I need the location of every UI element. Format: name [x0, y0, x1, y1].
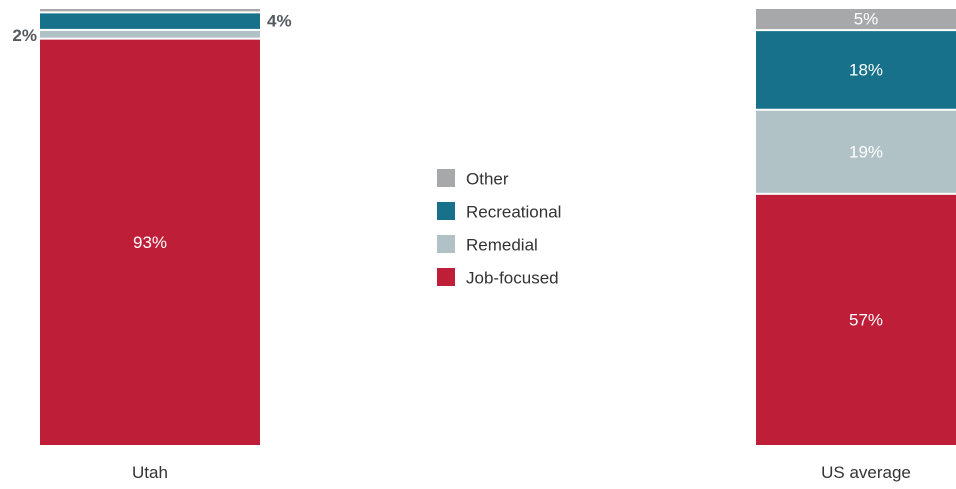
data-label-utah-remedial: 2% — [12, 26, 37, 45]
category-label-utah: Utah — [132, 463, 168, 482]
category-label-us-average: US average — [821, 463, 911, 482]
legend: Other Recreational Remedial Job-focused — [437, 169, 561, 288]
legend-swatch-other — [437, 169, 455, 187]
bar-us-average-job-focused — [756, 194, 956, 445]
data-label-us-average-remedial: 19% — [849, 142, 883, 161]
legend-label-job-focused: Job-focused — [466, 269, 559, 288]
category-labels-layer: Utah US average — [132, 463, 911, 482]
data-label-utah-recreational: 4% — [267, 12, 292, 31]
legend-swatch-recreational — [437, 202, 455, 220]
data-labels-layer: 93% 2% 4% 57% 19% 18% 5% — [12, 10, 883, 330]
legend-item-remedial: Remedial — [437, 235, 538, 255]
bars-layer — [40, 9, 956, 445]
bar-us-average-recreational — [756, 31, 956, 109]
legend-swatch-job-focused — [437, 268, 455, 286]
data-label-us-average-job-focused: 57% — [849, 310, 883, 329]
data-label-us-average-recreational: 18% — [849, 60, 883, 79]
legend-label-remedial: Remedial — [466, 236, 538, 255]
legend-item-other: Other — [437, 169, 509, 189]
bar-utah-other — [40, 9, 260, 12]
bar-utah-remedial — [40, 30, 260, 38]
legend-label-recreational: Recreational — [466, 203, 561, 222]
legend-item-recreational: Recreational — [437, 202, 561, 222]
legend-swatch-remedial — [437, 235, 455, 253]
data-label-utah-job-focused: 93% — [133, 233, 167, 252]
legend-label-other: Other — [466, 170, 509, 189]
bar-utah-job-focused — [40, 39, 260, 445]
legend-item-job-focused: Job-focused — [437, 268, 559, 288]
bar-us-average-other — [756, 9, 956, 30]
bar-utah-recreational — [40, 13, 260, 29]
data-label-us-average-other: 5% — [854, 10, 879, 29]
bar-us-average-remedial — [756, 110, 956, 193]
